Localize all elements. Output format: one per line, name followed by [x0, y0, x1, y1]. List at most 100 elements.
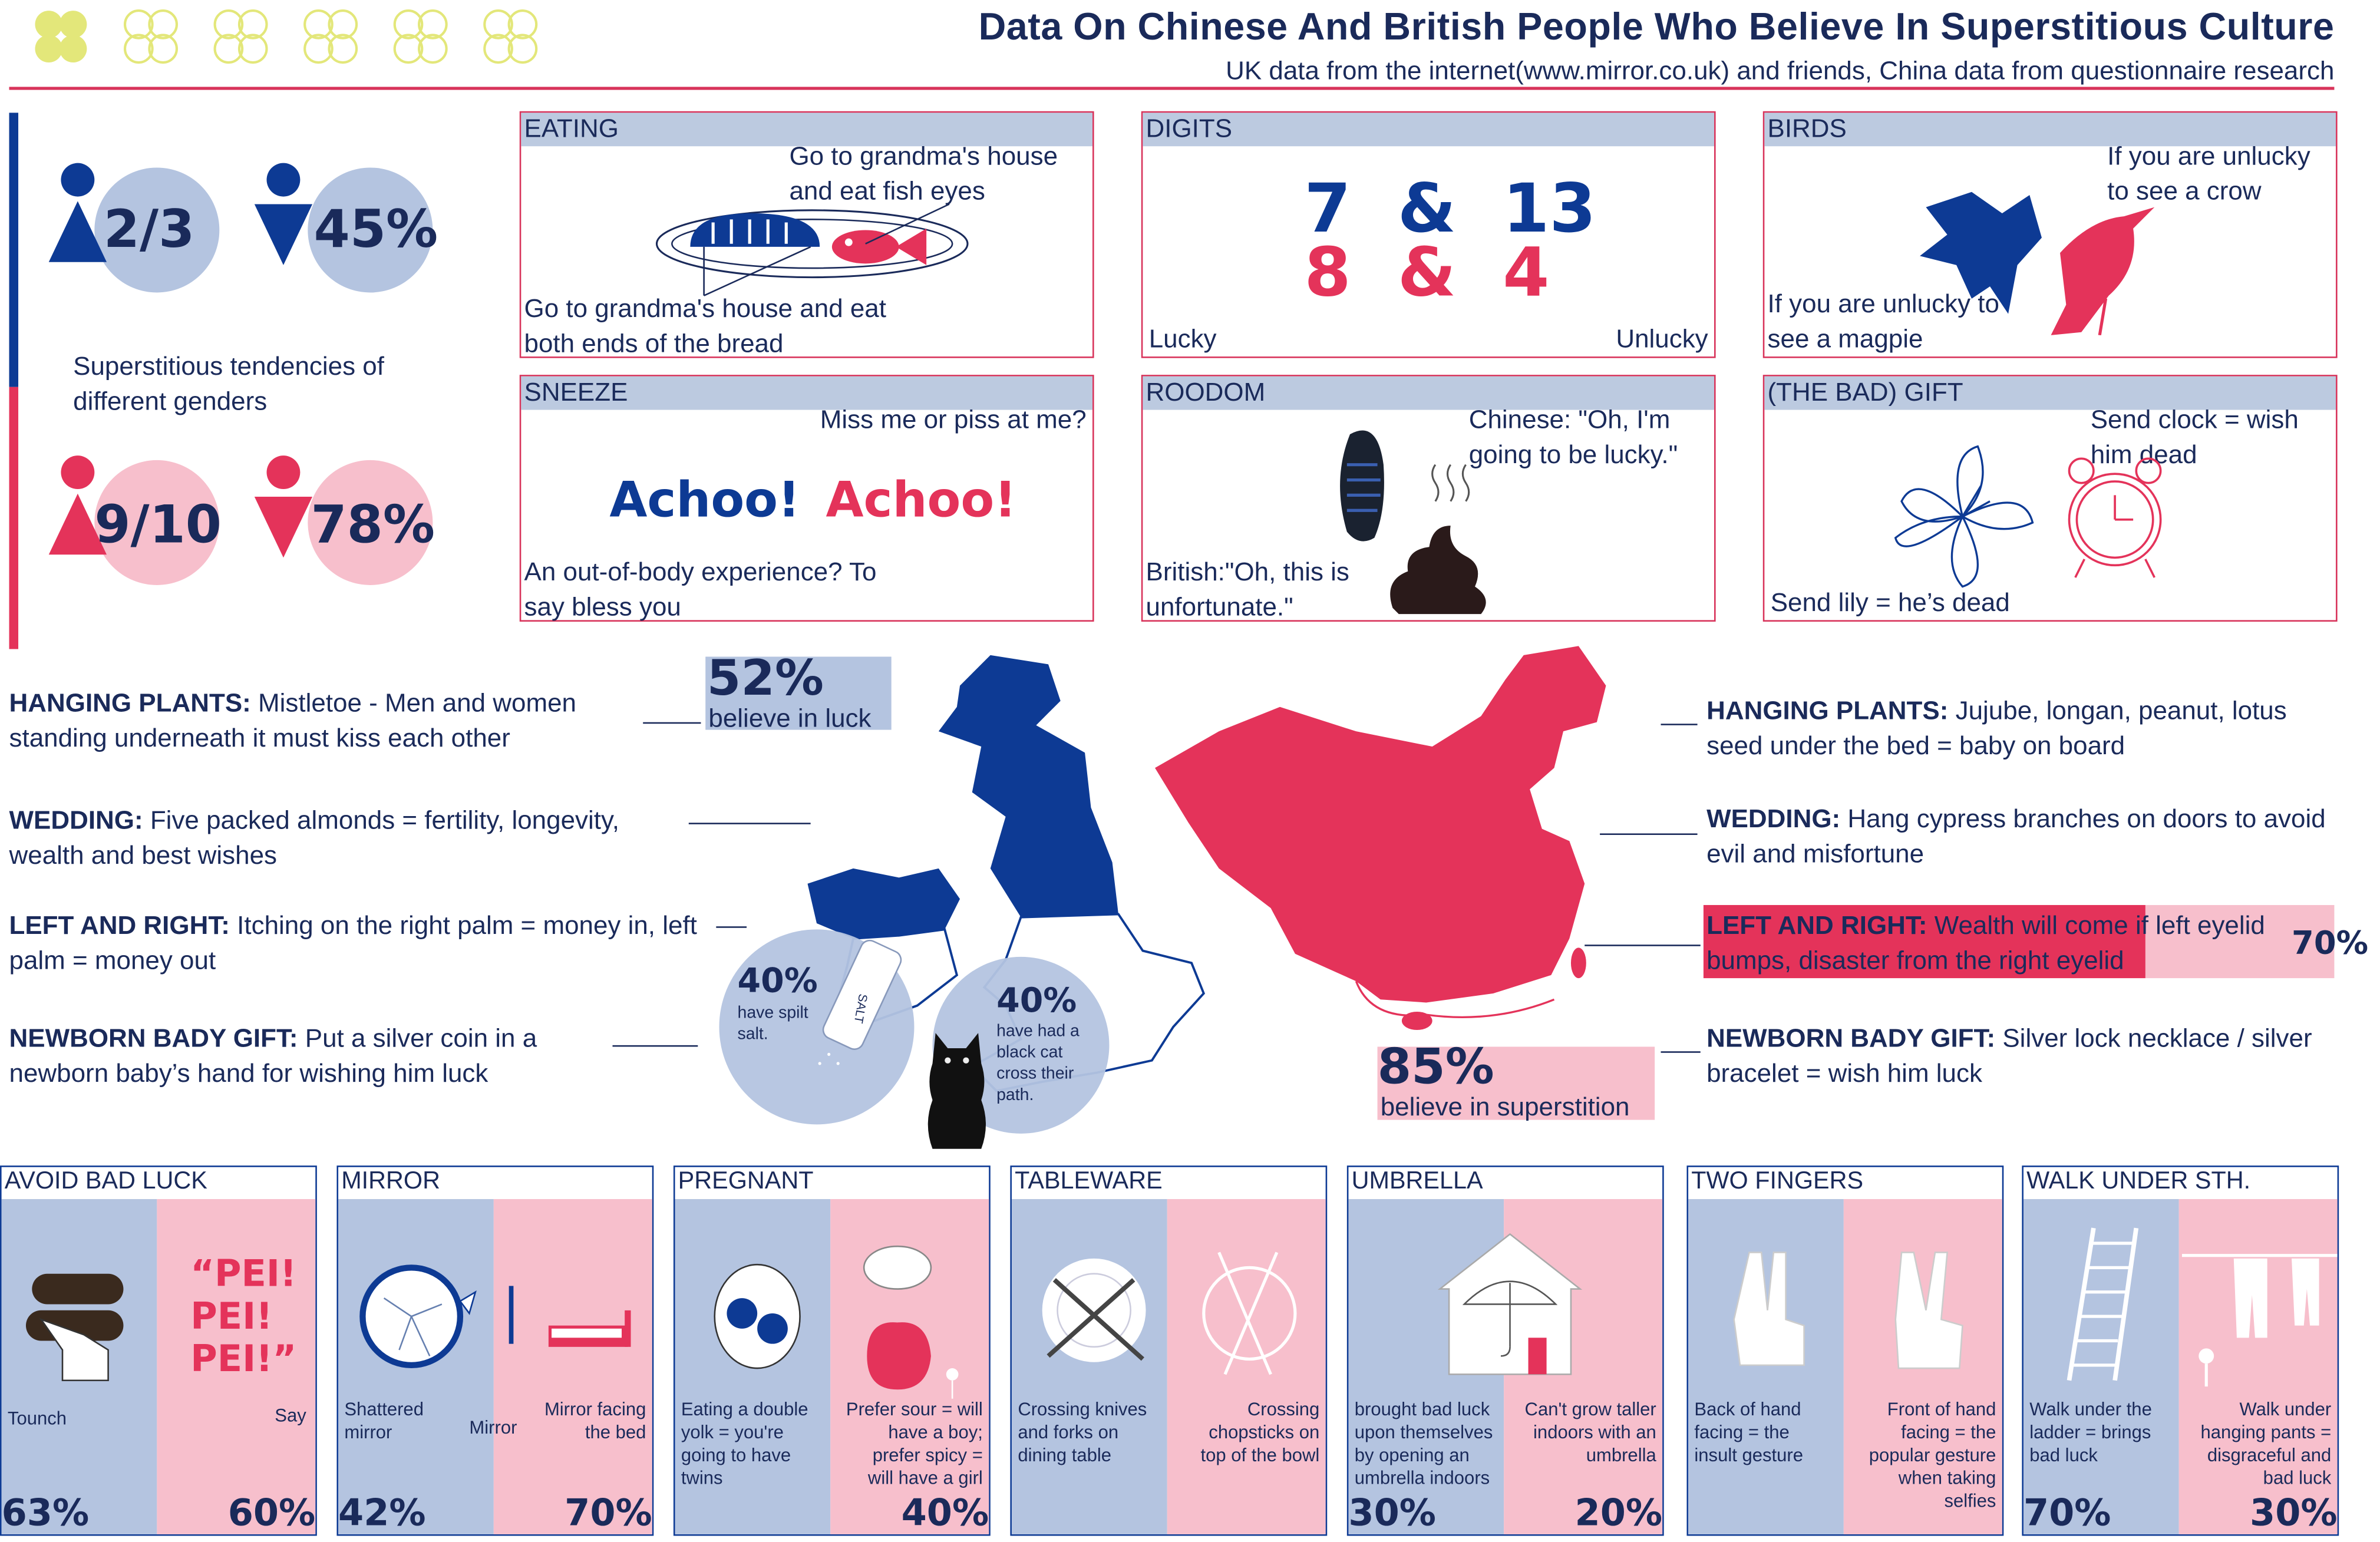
lucky-label: Lucky: [1148, 324, 1217, 354]
umbrella-icon: [1437, 1233, 1583, 1375]
crow-icon: [2051, 207, 2155, 335]
cn-male-circle: [308, 460, 433, 585]
cn-note-leader: [1600, 833, 1698, 836]
gift-lily-text: Send lily = he’s dead: [1770, 588, 2010, 618]
uk-female-circle: [94, 167, 220, 293]
panel-title: MIRROR: [341, 1168, 441, 1195]
cn-female-value: 9/10: [94, 495, 222, 556]
uk-note-leader: [643, 722, 701, 724]
panel-right-text: Mirror facing the bed: [544, 1398, 646, 1443]
lily-icon: [1894, 445, 2034, 588]
panel-title: UMBRELLA: [1351, 1168, 1483, 1195]
panel-right-text: Walk under hanging pants = disgraceful a…: [2200, 1398, 2332, 1489]
birds-illustration: [1920, 191, 2155, 335]
cn-sup-pct: 85%: [1377, 1037, 1494, 1096]
bed-icon: [548, 1310, 631, 1347]
clover-icon: [125, 11, 177, 62]
roodom-illustration: [1340, 430, 1486, 615]
uk-female-value: 2/3: [103, 199, 195, 261]
male-icon: [254, 455, 313, 558]
plate-icon: [1042, 1258, 1146, 1362]
fish-icon: [831, 228, 927, 265]
cn-digits: 8 & 4: [1304, 235, 1550, 313]
panel-uk-pct: 63%: [1, 1491, 90, 1534]
uk-digits: 7 & 13: [1304, 170, 1596, 249]
cn-note-wedding: WEDDING: Hang cypress branches on doors …: [1706, 804, 2326, 869]
sneeze-bottom-text: An out-of-body experience? To say bless …: [524, 557, 877, 622]
panel-title: TWO FINGERS: [1691, 1168, 1864, 1195]
egg-icon: [714, 1263, 801, 1369]
roodom-box: ROODOM Chinese: "Oh, I'm going to be luc…: [1141, 375, 1716, 622]
gift-title: (THE BAD) GIFT: [1764, 376, 2336, 410]
pei-text: “PEI! PEI! PEI!”: [190, 1252, 297, 1381]
uk-male-circle: [308, 167, 433, 293]
cn-sup-badge: [1377, 1046, 1655, 1120]
sneeze-title: SNEEZE: [521, 376, 1093, 410]
panel-left-text: Eating a double yolk = you're going to h…: [681, 1398, 808, 1489]
hand-front-icon: [1894, 1252, 1963, 1369]
cn-side-bar: [9, 387, 19, 649]
birds-top-text: If you are unlucky to see a crow: [2107, 141, 2310, 206]
roodom-chinese-text: Chinese: "Oh, I'm going to be lucky.": [1468, 405, 1678, 470]
panel-mid-text: Mirror: [469, 1416, 517, 1438]
achoo-cn: Achoo!: [826, 471, 1016, 529]
eating-bottom-text: Go to grandma's house and eat both ends …: [524, 294, 887, 358]
panel-left-text: Back of hand facing = the insult gesture: [1694, 1398, 1803, 1466]
panel-cn-pct: 30%: [2250, 1491, 2338, 1534]
panel-right-text: Say: [275, 1405, 306, 1427]
gender-caption: Superstitious tendencies of different ge…: [73, 352, 384, 416]
panel-cn-pct: 60%: [227, 1491, 316, 1534]
achoo-uk: Achoo!: [609, 471, 800, 529]
clover-icon: [305, 11, 356, 62]
eating-top-text: Go to grandma's house and eat fish eyes: [789, 141, 1058, 206]
clover-icon: [484, 11, 536, 62]
uk-cat-pct: 40%: [996, 982, 1077, 1021]
female-icon: [48, 163, 107, 262]
cn-note-newborn: NEWBORN BADY GIFT: Silver lock necklace …: [1706, 1023, 2312, 1088]
panel-avoid-bad-luck: AVOID BAD LUCK “PEI! PEI! PEI!” Tounch S…: [0, 1165, 317, 1536]
uk-male-value: 45%: [313, 199, 438, 261]
uk-salt-pct: 40%: [737, 963, 818, 1001]
panel-two-fingers: TWO FINGERS Back of hand facing = the in…: [1686, 1165, 2004, 1536]
panel-left-text: Crossing knives and forks on dining tabl…: [1018, 1398, 1147, 1466]
panel-right-text: Crossing chopsticks on top of the bowl: [1200, 1398, 1320, 1466]
uk-note-newborn: NEWBORN BADY GIFT: Put a silver coin in …: [9, 1023, 537, 1088]
panel-title: PREGNANT: [678, 1168, 814, 1195]
panel-walk-under: WALK UNDER STH. Walk under the ladder = …: [2022, 1165, 2339, 1536]
panel-cn-pct: 40%: [901, 1491, 989, 1534]
clover-row: [35, 0, 539, 76]
clover-icon: [35, 11, 87, 63]
clover-icon: [215, 11, 267, 62]
digits-title: DIGITS: [1143, 113, 1715, 147]
uk-luck-pct: 52%: [707, 649, 824, 707]
birds-title: BIRDS: [1764, 113, 2336, 147]
cn-note-left-right: LEFT AND RIGHT: Wealth will come if left…: [1706, 911, 2265, 975]
uk-note-leader: [716, 926, 747, 928]
gift-clock-text: Send clock = wish him dead: [2090, 405, 2299, 470]
panel-right-text: Front of hand facing = the popular gestu…: [1869, 1398, 1996, 1512]
black-cat-icon: [927, 1033, 986, 1149]
cn-eyelid-bar-track: [1703, 904, 2335, 979]
panel-title: TABLEWARE: [1015, 1168, 1163, 1195]
unlucky-label: Unlucky: [1616, 324, 1708, 354]
panel-tableware: TABLEWARE Crossing knives and forks on d…: [1010, 1165, 1328, 1536]
page-title: Data On Chinese And British People Who B…: [978, 6, 2335, 49]
shoe-sole-icon: [1340, 430, 1384, 541]
panel-left-text: Tounch: [7, 1408, 67, 1429]
roodom-british-text: British:"Oh, this is unfortunate.": [1146, 557, 1349, 622]
uk-salt-label: have spilt salt.: [737, 1004, 808, 1044]
page-subtitle: UK data from the internet(www.mirror.co.…: [1226, 56, 2335, 85]
cn-sup-label: believe in superstition: [1380, 1092, 1630, 1122]
plate-fish-bread: [655, 203, 969, 296]
birds-bottom-text: If you are unlucky to see a magpie: [1767, 289, 1999, 354]
china-map: [1155, 646, 1606, 1031]
cn-male-value: 78%: [311, 495, 435, 556]
cn-eyelid-bar-fill: [1703, 904, 2145, 979]
panel-right-text: Prefer sour = will have a boy; prefer sp…: [846, 1398, 983, 1489]
panel-cn-pct: 70%: [565, 1491, 652, 1534]
bowl-chopsticks-icon: [1202, 1252, 1297, 1375]
panel-cn-pct: 20%: [1574, 1491, 1663, 1534]
hand-back-icon: [1733, 1252, 1805, 1366]
wood-log-icon: [25, 1273, 124, 1382]
